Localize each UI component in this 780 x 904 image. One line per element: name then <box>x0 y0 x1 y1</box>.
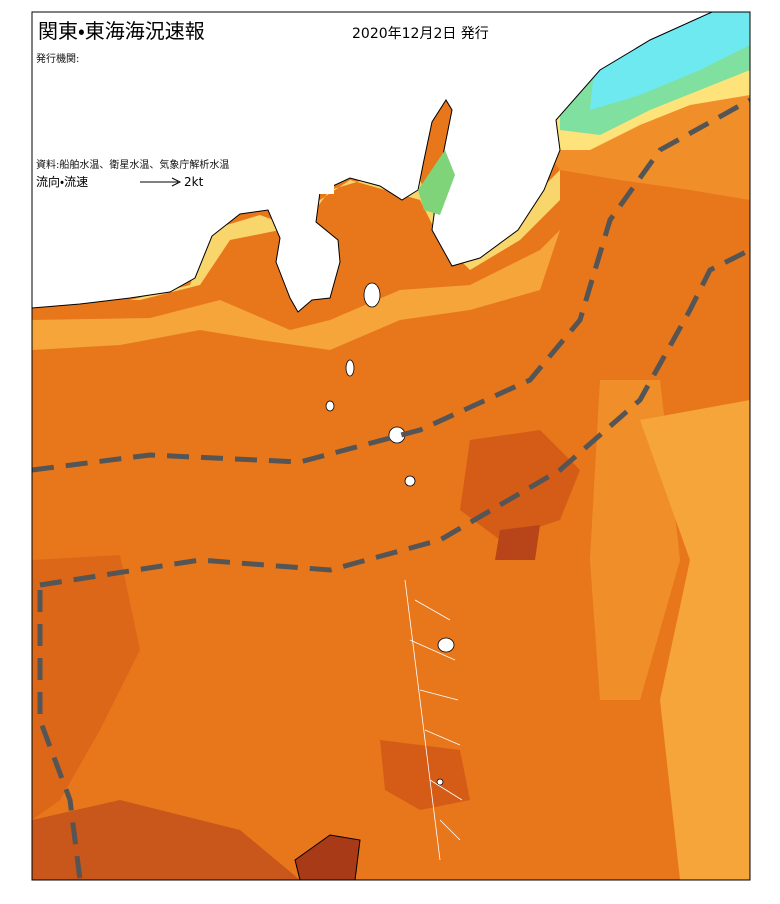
current-arrows <box>404 579 463 861</box>
info-box <box>34 14 334 194</box>
legend-arrowhead <box>171 177 182 187</box>
bay-water <box>418 150 455 215</box>
warm-region <box>32 800 300 880</box>
issuer-label: 発行機関: <box>36 52 79 65</box>
islands <box>325 282 455 786</box>
issue-date: 2020年12月2日 発行 <box>352 26 489 42</box>
warm-core <box>380 740 470 810</box>
legend-speed: 2kt <box>184 175 204 189</box>
warm-core <box>495 525 540 560</box>
warm-region <box>32 555 140 820</box>
sources: 資料:船舶水温、衛星水温、気象庁解析水温 <box>36 158 229 171</box>
map-frame <box>31 11 751 881</box>
coastal-band <box>32 230 560 350</box>
kuroshio-axis <box>32 97 750 880</box>
title: 関東・東海海況速報 <box>38 19 205 43</box>
cool-region <box>640 400 750 880</box>
warm-core <box>294 834 361 880</box>
legend-label: 流向・流速 <box>36 174 88 189</box>
